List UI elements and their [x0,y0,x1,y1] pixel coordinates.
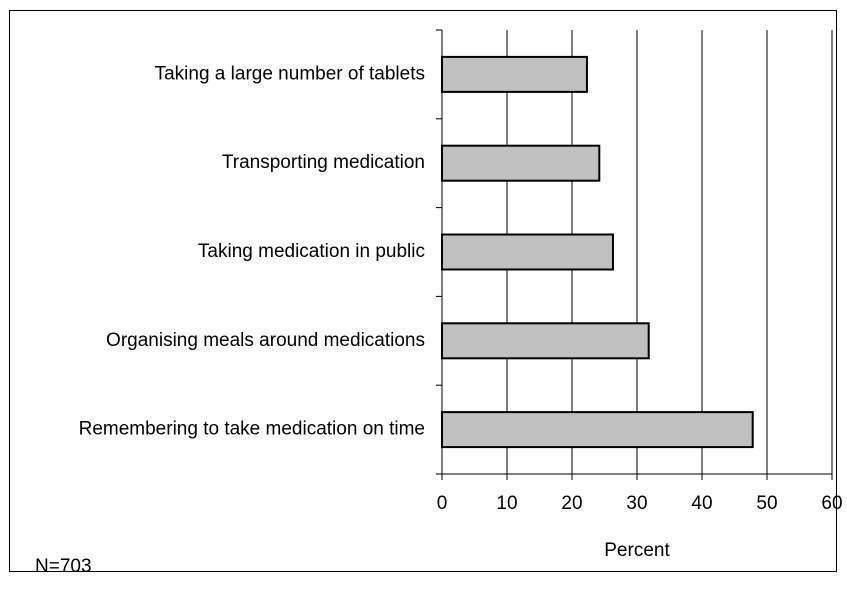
bar [441,411,754,449]
x-tick-label: 20 [561,493,582,514]
category-label: Taking medication in public [198,241,425,262]
category-label: Organising meals around medications [106,330,425,351]
sample-size-note: N=703 [35,556,92,577]
x-tick-label: 60 [821,493,842,514]
x-tick-label: 30 [626,493,647,514]
bar [441,233,614,271]
gridlines [506,30,833,474]
chart-frame [9,10,837,572]
x-axis-title: Percent [604,540,670,561]
x-tick-label: 40 [691,493,712,514]
bar [441,144,601,182]
category-label: Transporting medication [222,152,425,173]
bar [441,322,650,360]
x-tick-label: 10 [496,493,517,514]
bars [441,55,754,449]
x-tick-label: 0 [437,493,448,514]
x-tick-labels: 0 10 20 30 40 50 60 [437,493,843,514]
x-tick-label: 50 [756,493,777,514]
category-labels: Taking a large number of tablets Transpor… [79,63,425,439]
axes [436,29,833,480]
category-label: Remembering to take medication on time [79,419,425,440]
bar [441,55,588,93]
category-label: Taking a large number of tablets [155,63,425,84]
